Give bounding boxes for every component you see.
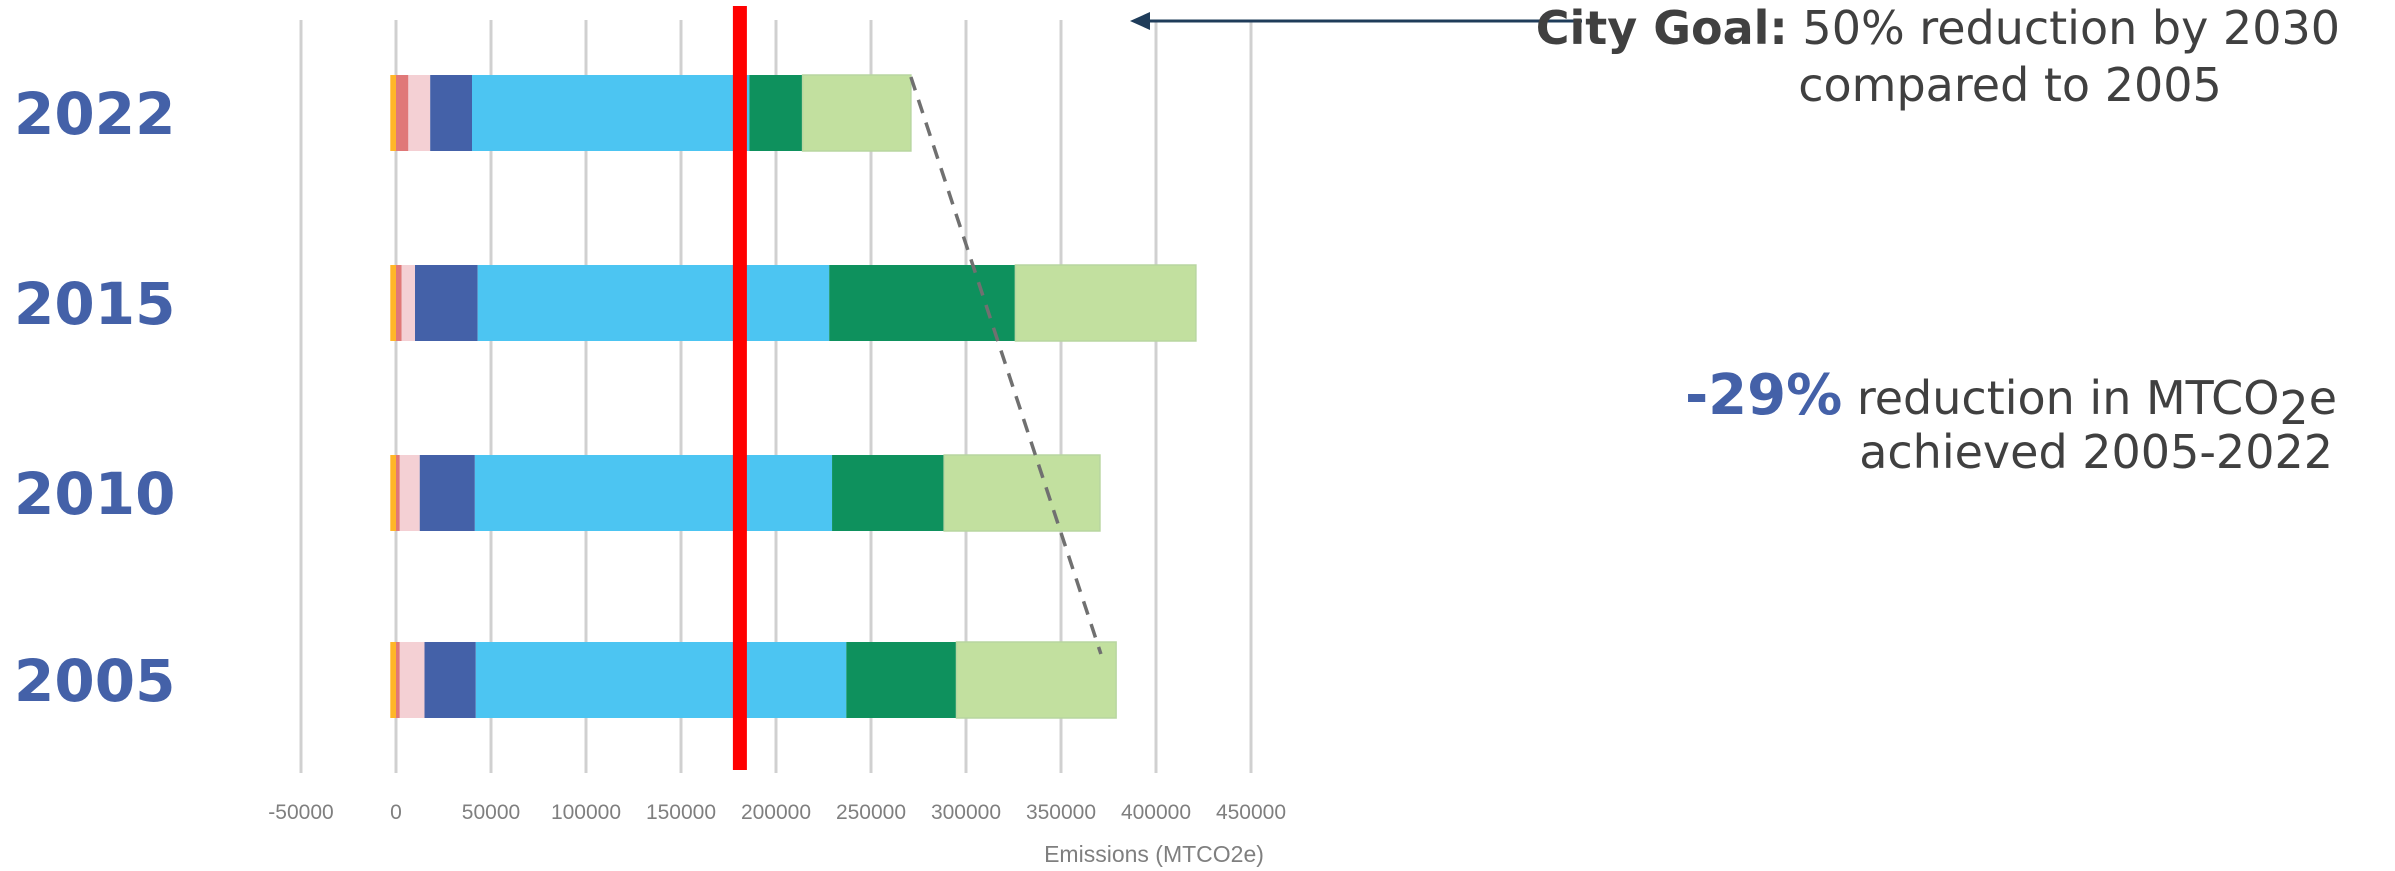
bar-segment <box>749 75 803 151</box>
bar-segment <box>396 642 400 718</box>
category-label: 2022 <box>14 80 175 148</box>
x-tick-label: 300000 <box>931 801 1001 824</box>
category-label: 2015 <box>14 270 175 338</box>
x-tick-label: 450000 <box>1216 801 1286 824</box>
x-tick-label: 150000 <box>646 801 716 824</box>
reduction-annotation-line1: -29% reduction in MTCO2e <box>1685 363 2337 435</box>
bar-segment <box>955 641 1117 719</box>
x-tick-label: 100000 <box>551 801 621 824</box>
bar-segment <box>475 642 847 718</box>
bar-segment <box>419 455 475 531</box>
x-tick-label: 200000 <box>741 801 811 824</box>
bar-segment <box>401 265 415 341</box>
bar-segment <box>846 642 957 718</box>
x-axis-label: Emissions (MTCO2e) <box>1044 841 1264 867</box>
bar-segment <box>390 75 396 151</box>
bar-segment <box>399 642 425 718</box>
goal-annotation-line1: City Goal: 50% reduction by 2030 <box>1536 1 2340 55</box>
bar-segment <box>396 75 409 151</box>
bar-segment <box>477 265 830 341</box>
bar-segment <box>430 75 472 151</box>
x-tick-labels: -50000 0 50000 100000 150000 200000 250000 3000… <box>268 801 1286 824</box>
x-tick-label: 250000 <box>836 801 906 824</box>
reduction-percent: -29% <box>1685 363 1842 428</box>
bar-segment <box>390 642 396 718</box>
goal-annotation-rest: 50% reduction by 2030 <box>1788 1 2340 55</box>
category-label: 2010 <box>14 460 175 528</box>
bar-segment <box>424 642 476 718</box>
goal-annotation: City Goal: 50% reduction by 2030 compare… <box>1130 1 2340 112</box>
reduction-suffix: e <box>2309 371 2337 425</box>
category-labels: 2022 2015 2010 2005 <box>14 80 175 715</box>
bar-segment <box>474 455 833 531</box>
trend-line-group <box>909 76 1103 655</box>
goal-arrow-head <box>1130 12 1150 30</box>
trend-dashed-line <box>909 76 1103 655</box>
bar-segment <box>396 455 400 531</box>
goal-annotation-bold: City Goal: <box>1536 1 1788 55</box>
reduction-subscript: 2 <box>2279 381 2308 435</box>
x-tick-label: 50000 <box>462 801 520 824</box>
bar-segment <box>472 75 750 151</box>
bar-segment <box>943 454 1101 532</box>
bar-segment <box>1014 264 1197 342</box>
bar-segment <box>829 265 1016 341</box>
x-tick-label: 350000 <box>1026 801 1096 824</box>
goal-annotation-line2: compared to 2005 <box>1798 58 2222 112</box>
bar-segment <box>832 455 945 531</box>
bar-segment <box>390 265 396 341</box>
category-label: 2005 <box>14 647 175 715</box>
bar-segment <box>415 265 478 341</box>
bar-segment <box>390 455 396 531</box>
bar-segment <box>399 455 420 531</box>
x-tick-label: 400000 <box>1121 801 1191 824</box>
bar-segment <box>396 265 402 341</box>
reduction-annotation-line2: achieved 2005-2022 <box>1859 425 2333 479</box>
x-tick-label: -50000 <box>268 801 333 824</box>
reduction-text: reduction in MTCO <box>1842 371 2279 425</box>
x-tick-label: 0 <box>390 801 402 824</box>
reduction-annotation: -29% reduction in MTCO2e achieved 2005-2… <box>1685 363 2337 479</box>
bar-segment <box>408 75 431 151</box>
bar-segment <box>801 74 912 152</box>
bar-series <box>390 74 1197 719</box>
